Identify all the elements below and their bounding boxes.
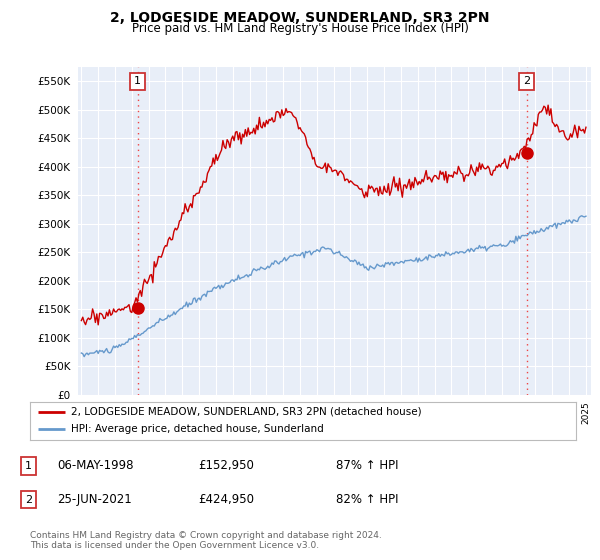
Text: 2: 2 <box>523 77 530 86</box>
Text: £152,950: £152,950 <box>198 459 254 473</box>
Text: £424,950: £424,950 <box>198 493 254 506</box>
Text: Price paid vs. HM Land Registry's House Price Index (HPI): Price paid vs. HM Land Registry's House … <box>131 22 469 35</box>
Text: 2, LODGESIDE MEADOW, SUNDERLAND, SR3 2PN (detached house): 2, LODGESIDE MEADOW, SUNDERLAND, SR3 2PN… <box>71 407 422 417</box>
Text: HPI: Average price, detached house, Sunderland: HPI: Average price, detached house, Sund… <box>71 424 324 435</box>
Text: 1: 1 <box>134 77 141 86</box>
Text: 82% ↑ HPI: 82% ↑ HPI <box>336 493 398 506</box>
Text: 2, LODGESIDE MEADOW, SUNDERLAND, SR3 2PN: 2, LODGESIDE MEADOW, SUNDERLAND, SR3 2PN <box>110 11 490 25</box>
Text: 06-MAY-1998: 06-MAY-1998 <box>57 459 133 473</box>
Text: Contains HM Land Registry data © Crown copyright and database right 2024.
This d: Contains HM Land Registry data © Crown c… <box>30 531 382 550</box>
Text: 1: 1 <box>25 461 32 471</box>
Text: 87% ↑ HPI: 87% ↑ HPI <box>336 459 398 473</box>
Text: 25-JUN-2021: 25-JUN-2021 <box>57 493 132 506</box>
Text: 2: 2 <box>25 494 32 505</box>
